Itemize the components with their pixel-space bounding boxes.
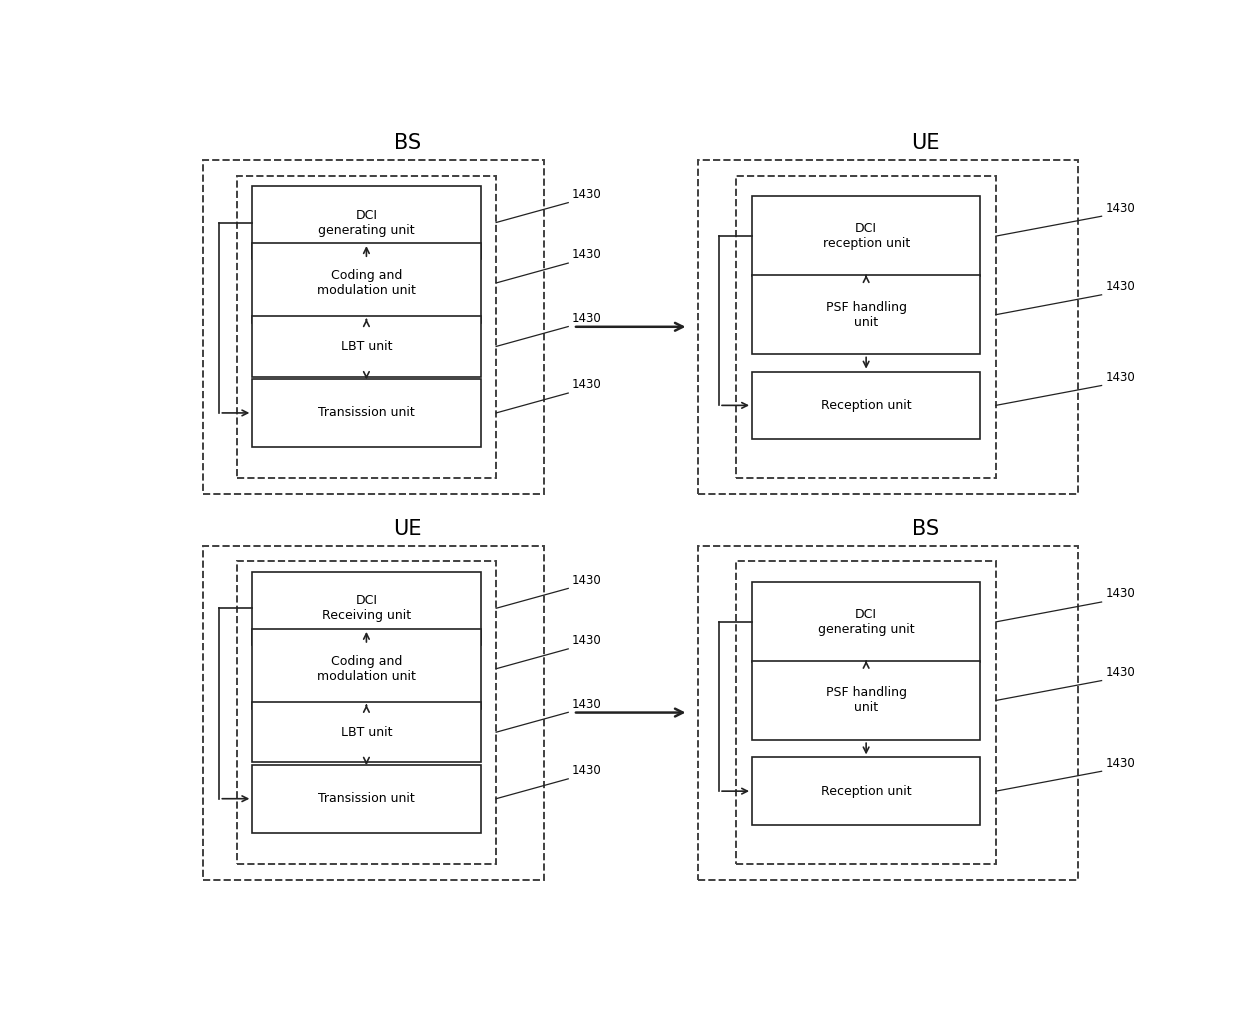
Text: UE: UE	[911, 133, 940, 153]
Text: 1430: 1430	[572, 573, 601, 587]
Bar	[252, 379, 481, 446]
Text: LBT unit: LBT unit	[341, 726, 392, 739]
Bar	[751, 757, 981, 825]
Text: PSF handling
unit: PSF handling unit	[826, 301, 906, 328]
Text: PSF handling
unit: PSF handling unit	[826, 687, 906, 715]
Text: 1430: 1430	[572, 697, 601, 711]
Text: 1430: 1430	[572, 188, 601, 201]
Text: UE: UE	[393, 520, 422, 539]
Text: 1430: 1430	[1105, 280, 1135, 293]
Text: DCI
generating unit: DCI generating unit	[818, 607, 914, 636]
Text: Reception unit: Reception unit	[821, 785, 911, 797]
Bar	[751, 275, 981, 354]
Bar	[252, 316, 481, 377]
Bar	[252, 243, 481, 322]
Text: DCI
reception unit: DCI reception unit	[822, 222, 910, 250]
Bar	[698, 160, 1078, 494]
Text: 1430: 1430	[1105, 666, 1135, 679]
Text: Reception unit: Reception unit	[821, 399, 911, 412]
Bar	[237, 176, 496, 478]
Text: 1430: 1430	[1105, 371, 1135, 384]
Bar	[751, 196, 981, 276]
Text: LBT unit: LBT unit	[341, 340, 392, 353]
Text: BS: BS	[913, 520, 939, 539]
Text: 1430: 1430	[1105, 201, 1135, 215]
Text: Coding and
modulation unit: Coding and modulation unit	[317, 269, 415, 296]
Bar	[737, 176, 996, 478]
Text: 1430: 1430	[572, 634, 601, 648]
Bar	[203, 160, 544, 494]
Text: BS: BS	[394, 133, 422, 153]
Bar	[237, 562, 496, 864]
Bar	[252, 571, 481, 645]
Text: 1430: 1430	[1105, 757, 1135, 770]
Bar	[252, 764, 481, 833]
Text: Transission unit: Transission unit	[317, 406, 415, 419]
Bar	[252, 629, 481, 709]
Bar	[252, 186, 481, 259]
Bar	[203, 545, 544, 880]
Text: DCI
generating unit: DCI generating unit	[319, 209, 414, 237]
Bar	[751, 661, 981, 741]
Bar	[698, 545, 1078, 880]
Text: Coding and
modulation unit: Coding and modulation unit	[317, 655, 415, 683]
Bar	[252, 702, 481, 762]
Bar	[751, 372, 981, 439]
Text: Transission unit: Transission unit	[317, 792, 415, 805]
Text: 1430: 1430	[572, 312, 601, 325]
Text: 1430: 1430	[1105, 588, 1135, 600]
Text: DCI
Receiving unit: DCI Receiving unit	[322, 594, 410, 622]
Bar	[737, 562, 996, 864]
Text: 1430: 1430	[572, 249, 601, 261]
Bar	[751, 583, 981, 662]
Text: 1430: 1430	[572, 764, 601, 777]
Text: 1430: 1430	[572, 378, 601, 392]
